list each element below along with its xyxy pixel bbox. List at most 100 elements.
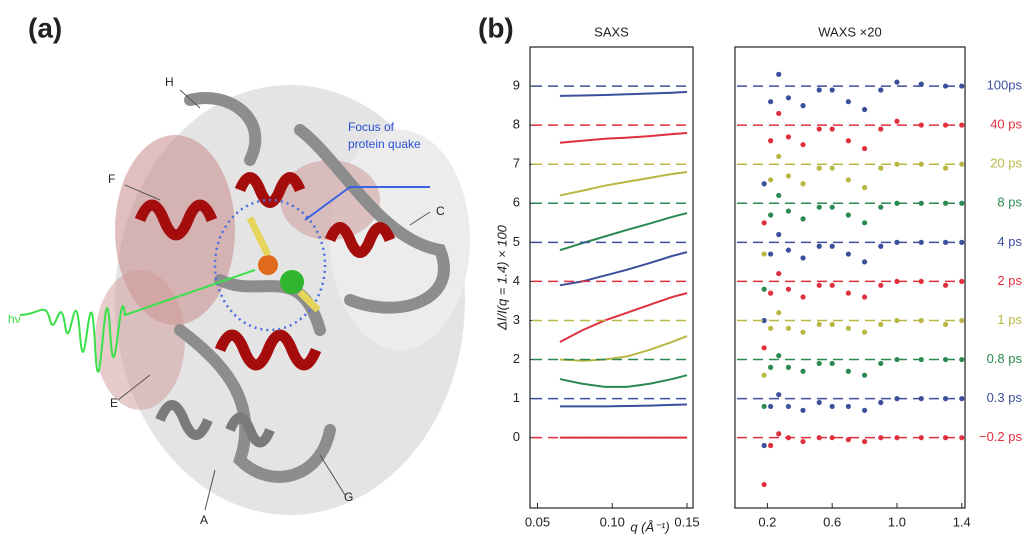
waxs-point	[942, 239, 949, 245]
waxs-point	[768, 290, 774, 296]
x-tick-label: 1.4	[953, 514, 971, 529]
waxs-point	[942, 200, 949, 206]
legend-label: 8 ps	[997, 195, 1022, 210]
y-tick-label: 2	[513, 351, 520, 366]
helix-label: A	[200, 513, 208, 527]
saxs-curve	[559, 90, 688, 97]
waxs-point	[894, 278, 900, 285]
waxs-point	[761, 442, 767, 449]
waxs-point	[776, 431, 782, 437]
focus-label: Focus of	[348, 120, 395, 134]
waxs-point	[918, 356, 924, 363]
waxs-point	[761, 403, 767, 410]
saxs-curve	[559, 212, 688, 252]
panel-title: WAXS ×20	[818, 24, 881, 39]
waxs-point	[785, 403, 792, 410]
y-tick-label: 4	[513, 273, 520, 288]
waxs-point	[768, 177, 774, 183]
waxs-point	[829, 243, 835, 249]
waxs-point	[785, 95, 792, 101]
legend-label: 4 ps	[997, 234, 1022, 249]
y-tick-label: 8	[513, 117, 520, 132]
waxs-point	[959, 200, 965, 206]
waxs-point	[894, 161, 900, 167]
panel-label: (b)	[478, 12, 514, 43]
x-tick-label: 0.2	[758, 514, 776, 529]
legend-label: 1 ps	[997, 312, 1022, 327]
waxs-point	[816, 360, 822, 367]
waxs-point	[878, 165, 884, 171]
y-tick-label: 0	[513, 429, 520, 444]
helix-label: C	[436, 204, 445, 218]
waxs-point	[845, 99, 851, 105]
waxs-point	[829, 403, 835, 410]
waxs-point	[894, 356, 900, 363]
helix	[134, 172, 396, 371]
legend-label: 40 ps	[990, 117, 1022, 132]
waxs-point	[959, 435, 965, 441]
waxs-point	[768, 138, 774, 144]
ribbon	[174, 92, 450, 483]
legend-label: 2 ps	[997, 273, 1022, 288]
waxs-point	[776, 231, 782, 238]
waxs-point	[768, 251, 774, 257]
waxs-point	[918, 396, 924, 402]
waxs-point	[800, 438, 806, 445]
waxs-point	[942, 165, 949, 171]
waxs-point	[959, 317, 965, 324]
waxs-point	[894, 239, 900, 245]
waxs-point	[918, 161, 924, 167]
waxs-point	[845, 437, 851, 443]
waxs-point	[829, 165, 835, 171]
plot-frame	[529, 46, 694, 509]
legend-label: 100ps	[987, 78, 1023, 93]
waxs-point	[800, 216, 806, 222]
waxs-point	[785, 364, 792, 370]
waxs-point	[861, 185, 868, 191]
focus-pointer	[304, 186, 430, 221]
waxs-point	[861, 329, 868, 335]
waxs-point	[761, 181, 767, 187]
waxs-point	[800, 368, 806, 374]
waxs-point	[918, 435, 924, 441]
waxs-point	[816, 87, 822, 93]
waxs-point	[878, 321, 884, 327]
saxs-curve	[559, 403, 688, 408]
waxs-point	[761, 251, 767, 257]
waxs-point	[845, 177, 851, 183]
waxs-point	[959, 396, 965, 402]
waxs-point	[959, 83, 965, 89]
waxs-point	[959, 161, 965, 167]
waxs-point	[785, 325, 792, 331]
waxs-point	[776, 153, 782, 159]
x-tick-label: 0.10	[600, 514, 625, 529]
waxs-point	[845, 290, 851, 296]
waxs-point	[800, 294, 806, 300]
y-tick-label: 3	[513, 312, 520, 327]
waxs-point	[845, 251, 851, 257]
waxs-point	[761, 345, 767, 351]
waxs-point	[845, 403, 851, 410]
helix-label: F	[108, 172, 115, 186]
waxs-point	[918, 81, 924, 87]
waxs-point	[768, 325, 774, 331]
waxs-point	[761, 317, 767, 324]
waxs-point	[816, 165, 822, 171]
waxs-point	[894, 396, 900, 402]
legend-label: 20 ps	[990, 156, 1022, 171]
focus-label: protein quake	[348, 137, 421, 151]
waxs-point	[785, 247, 792, 253]
waxs-point	[918, 278, 924, 285]
surface-red	[95, 270, 185, 410]
helix-label: H	[165, 75, 174, 89]
waxs-point	[816, 126, 822, 132]
photon-wave	[19, 269, 256, 373]
waxs-point	[761, 220, 767, 226]
y-tick-label: 9	[513, 78, 520, 93]
waxs-point	[785, 173, 792, 179]
waxs-point	[768, 442, 774, 449]
waxs-point	[942, 122, 949, 128]
waxs-point	[959, 356, 965, 363]
saxs-curve	[559, 292, 688, 343]
waxs-point	[845, 138, 851, 144]
